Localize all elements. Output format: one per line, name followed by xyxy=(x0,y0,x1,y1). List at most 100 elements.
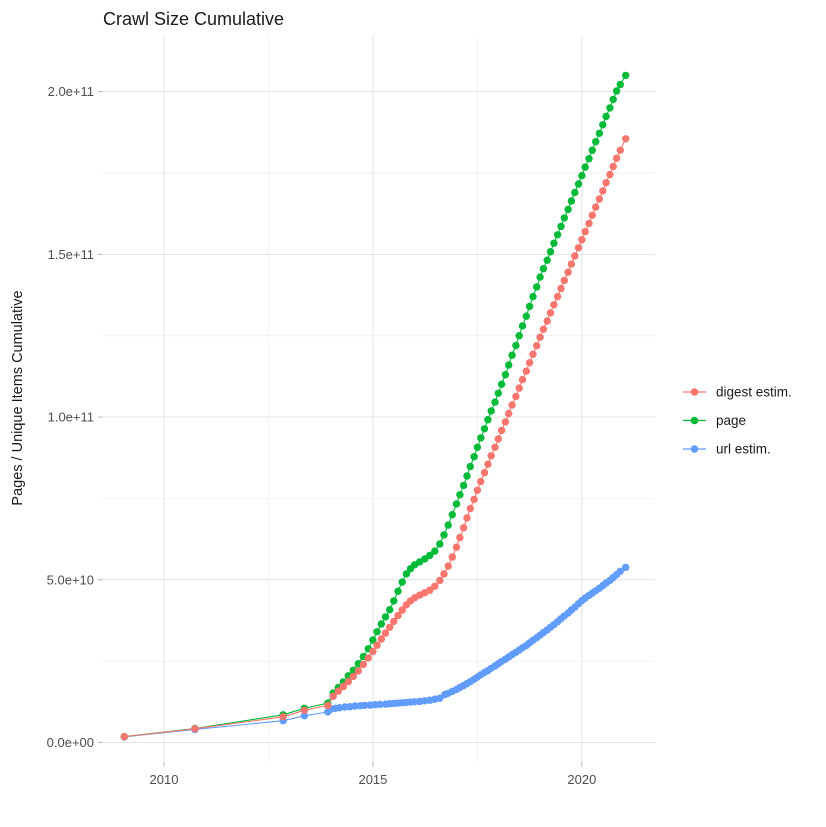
data-point xyxy=(448,553,456,561)
data-point xyxy=(360,701,369,710)
data-point xyxy=(466,462,474,471)
data-point xyxy=(616,146,624,154)
data-point xyxy=(581,227,589,236)
data-point xyxy=(459,524,468,532)
data-point xyxy=(473,443,482,451)
y-tick-label: 0.0e+00 xyxy=(47,735,94,750)
data-point xyxy=(376,700,384,709)
data-point xyxy=(571,188,579,197)
data-point xyxy=(529,292,537,301)
data-point xyxy=(381,629,390,637)
data-point xyxy=(546,309,555,317)
data-point xyxy=(390,617,398,626)
legend-key-point-page xyxy=(690,416,699,425)
data-point xyxy=(571,252,579,260)
legend-key-point-digest xyxy=(690,388,699,396)
data-point xyxy=(512,392,520,401)
data-point xyxy=(373,628,381,636)
data-point xyxy=(300,712,309,720)
data-point xyxy=(484,460,492,468)
data-point xyxy=(473,486,482,494)
y-axis-title: Pages / Unique Items Cumulative xyxy=(10,290,26,505)
data-point xyxy=(377,620,385,628)
series-digest-estim- xyxy=(120,135,630,741)
data-point xyxy=(497,426,506,435)
data-point xyxy=(578,236,586,244)
legend-item-url-estim: url estim. xyxy=(683,442,771,457)
gridlines-minor xyxy=(103,35,655,762)
data-point xyxy=(120,732,128,741)
data-point xyxy=(602,179,610,187)
data-point xyxy=(606,104,614,112)
data-point xyxy=(369,636,377,644)
data-point xyxy=(398,578,406,586)
axis-ticks-layer xyxy=(98,91,583,767)
data-point xyxy=(477,477,485,486)
data-point xyxy=(487,407,495,415)
data-point xyxy=(525,359,534,367)
data-point xyxy=(616,567,624,575)
data-point xyxy=(574,244,583,252)
legend-label-digest-estim: digest estim. xyxy=(716,385,792,400)
data-point xyxy=(612,154,621,162)
data-point xyxy=(560,276,568,285)
data-point xyxy=(452,500,461,508)
data-point xyxy=(470,453,478,461)
data-point xyxy=(515,384,523,392)
data-point xyxy=(622,135,630,143)
data-point xyxy=(599,121,607,129)
data-point xyxy=(553,231,562,239)
data-point xyxy=(515,332,523,340)
data-point xyxy=(557,222,565,231)
data-point xyxy=(480,469,489,477)
data-point xyxy=(431,582,439,590)
data-point xyxy=(494,435,502,443)
data-point xyxy=(536,273,544,281)
data-point xyxy=(491,443,499,451)
y-tick-label: 5.0e+10 xyxy=(47,572,94,587)
data-point xyxy=(550,301,558,309)
data-point xyxy=(585,219,593,228)
data-point xyxy=(585,155,593,163)
data-point xyxy=(595,195,604,203)
data-point xyxy=(436,540,444,548)
data-point xyxy=(533,342,541,350)
data-point xyxy=(369,647,377,656)
data-point xyxy=(518,375,527,384)
data-point xyxy=(377,635,385,643)
data-point xyxy=(564,268,572,276)
data-point xyxy=(351,702,359,710)
data-point xyxy=(487,452,495,460)
data-point xyxy=(539,265,548,273)
data-point xyxy=(592,203,600,211)
data-point xyxy=(578,171,586,180)
data-point xyxy=(564,205,572,214)
data-point xyxy=(501,418,510,426)
data-point xyxy=(525,302,534,311)
data-point xyxy=(477,434,485,442)
data-point xyxy=(518,322,527,330)
data-point xyxy=(508,351,516,359)
data-point xyxy=(426,586,434,594)
legend-key-point-url xyxy=(690,445,699,453)
data-point xyxy=(501,371,510,379)
data-point xyxy=(522,367,530,375)
data-point xyxy=(609,95,617,104)
data-point xyxy=(349,672,357,681)
data-point xyxy=(533,283,541,291)
data-point xyxy=(324,701,332,710)
data-point xyxy=(588,211,596,219)
data-point xyxy=(522,312,530,320)
data-point xyxy=(354,667,362,675)
data-point xyxy=(359,660,367,669)
data-point xyxy=(622,563,630,572)
data-point xyxy=(440,531,448,539)
data-point xyxy=(459,481,468,490)
data-point xyxy=(574,180,583,188)
y-tick-label: 1.5e+11 xyxy=(48,247,94,262)
data-point xyxy=(386,623,394,631)
x-tick-label: 2010 xyxy=(150,772,179,787)
data-point xyxy=(588,146,596,154)
data-point xyxy=(463,472,471,480)
data-point xyxy=(560,214,568,222)
